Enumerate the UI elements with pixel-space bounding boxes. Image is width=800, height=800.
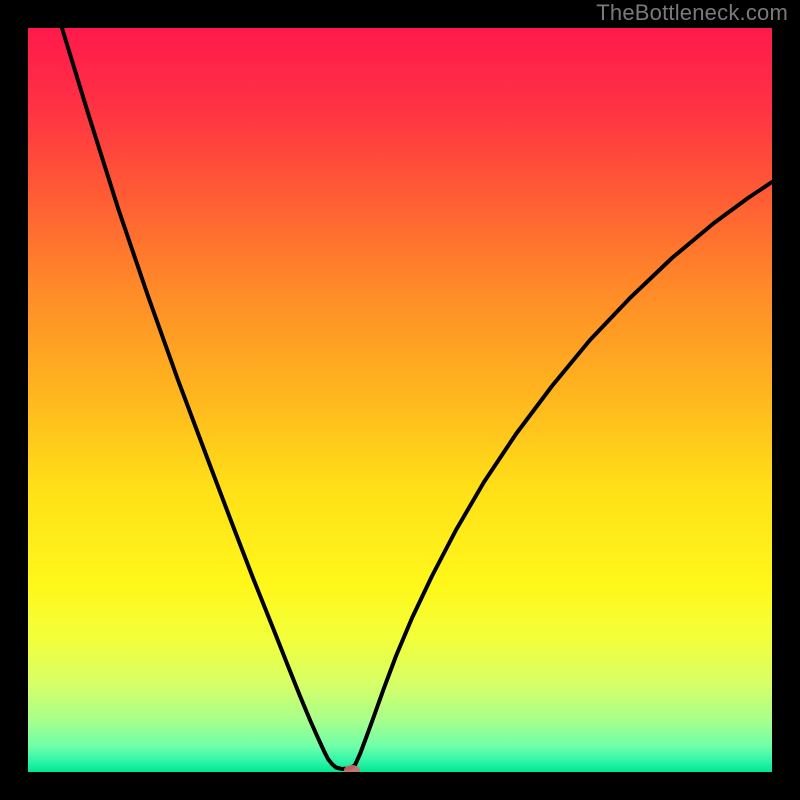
chart-container: TheBottleneck.com [0,0,800,800]
chart-svg [28,28,772,772]
gradient-background [28,28,772,772]
watermark-text: TheBottleneck.com [596,0,788,26]
plot-area [28,28,772,772]
